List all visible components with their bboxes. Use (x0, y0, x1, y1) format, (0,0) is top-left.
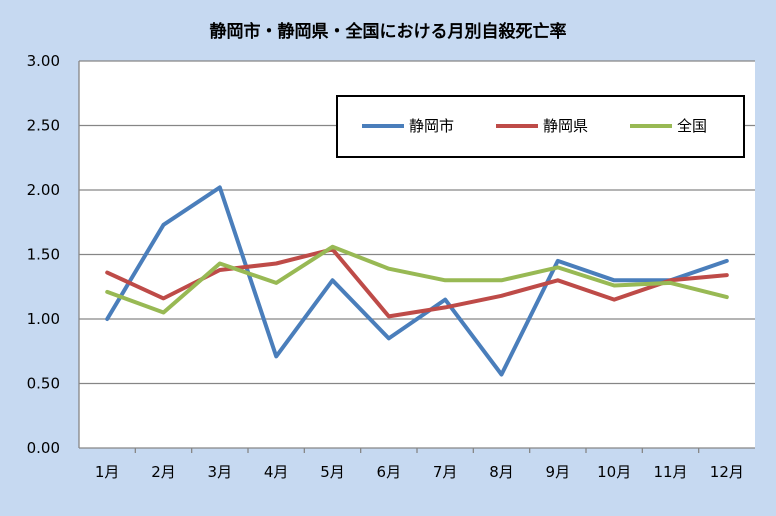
series-line-1 (105, 247, 729, 319)
x-tick-label: 5月 (320, 463, 345, 481)
x-tick-label: 6月 (377, 463, 402, 481)
legend-label-0: 静岡市 (409, 117, 454, 135)
x-tick-label: 11月 (653, 463, 687, 481)
y-tick-label: 1.00 (27, 310, 60, 328)
x-tick-label: 12月 (710, 463, 744, 481)
chart-title: 静岡市・静岡県・全国における月別自殺死亡率 (210, 21, 567, 42)
series-line-2 (105, 244, 729, 315)
y-tick-label: 3.00 (27, 52, 60, 70)
y-tick-label: 2.00 (27, 181, 60, 199)
x-tick-label: 8月 (489, 463, 514, 481)
series-lines (105, 185, 729, 377)
legend-label-1: 静岡県 (543, 117, 588, 135)
y-tick-label: 0.00 (27, 439, 60, 457)
x-tick-label: 1月 (95, 463, 120, 481)
legend-box (336, 95, 745, 158)
x-tick-label: 7月 (433, 463, 458, 481)
x-tick-label: 9月 (546, 463, 571, 481)
y-tick-label: 0.50 (27, 375, 60, 393)
x-tick-label: 10月 (597, 463, 631, 481)
series-line-0 (105, 185, 729, 377)
x-tick-label: 3月 (208, 463, 233, 481)
x-tick-label: 4月 (264, 463, 289, 481)
legend: 静岡市 静岡県 全国 (336, 95, 745, 158)
axes: 0.00 0.50 1.00 1.50 2.00 2.50 3.00 1月 2月 3月 4月 5月 6月… (27, 52, 755, 481)
x-tick-label: 2月 (151, 463, 176, 481)
y-tick-label: 2.50 (27, 117, 60, 135)
y-tick-label: 1.50 (27, 246, 60, 264)
legend-label-2: 全国 (677, 117, 707, 135)
